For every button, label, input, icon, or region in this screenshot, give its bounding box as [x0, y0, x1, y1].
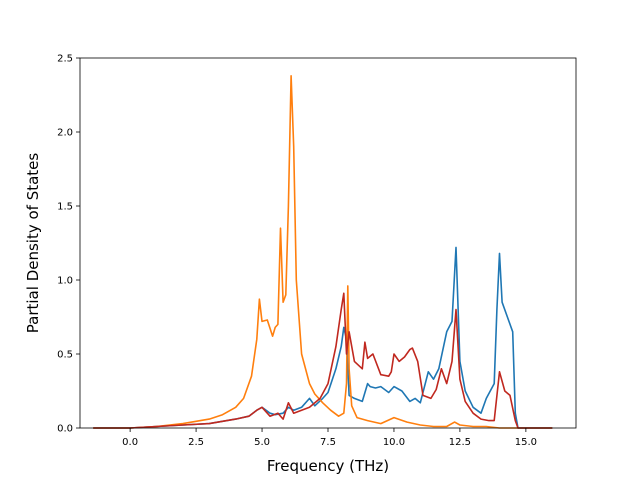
y-tick-label: 1.5 [57, 202, 73, 213]
y-tick-label: 0.0 [57, 424, 73, 435]
y-tick-label: 2.5 [57, 54, 73, 65]
x-tick-label: 10.0 [383, 437, 405, 448]
y-tick-label: 0.5 [57, 350, 73, 361]
series-layer [93, 75, 553, 429]
x-axis-ticks: 0.0 2.5 5.0 7.5 10.0 12.5 15.0 [122, 428, 537, 448]
y-tick-label: 2.0 [57, 128, 73, 139]
x-tick-label: 2.5 [188, 437, 204, 448]
series-line-3 [93, 292, 553, 429]
x-tick-label: 7.5 [320, 437, 336, 448]
x-tick-label: 0.0 [122, 437, 138, 448]
series-line-2 [93, 75, 553, 429]
x-tick-label: 15.0 [515, 437, 537, 448]
y-tick-label: 1.0 [57, 276, 73, 287]
x-tick-label: 5.0 [254, 437, 270, 448]
x-tick-label: 12.5 [449, 437, 471, 448]
y-axis-ticks: 0.0 0.5 1.0 1.5 2.0 2.5 [57, 54, 80, 435]
y-axis-label: Partial Density of States [24, 153, 42, 334]
x-axis-label: Frequency (THz) [267, 457, 389, 475]
series-line-1 [93, 246, 553, 429]
